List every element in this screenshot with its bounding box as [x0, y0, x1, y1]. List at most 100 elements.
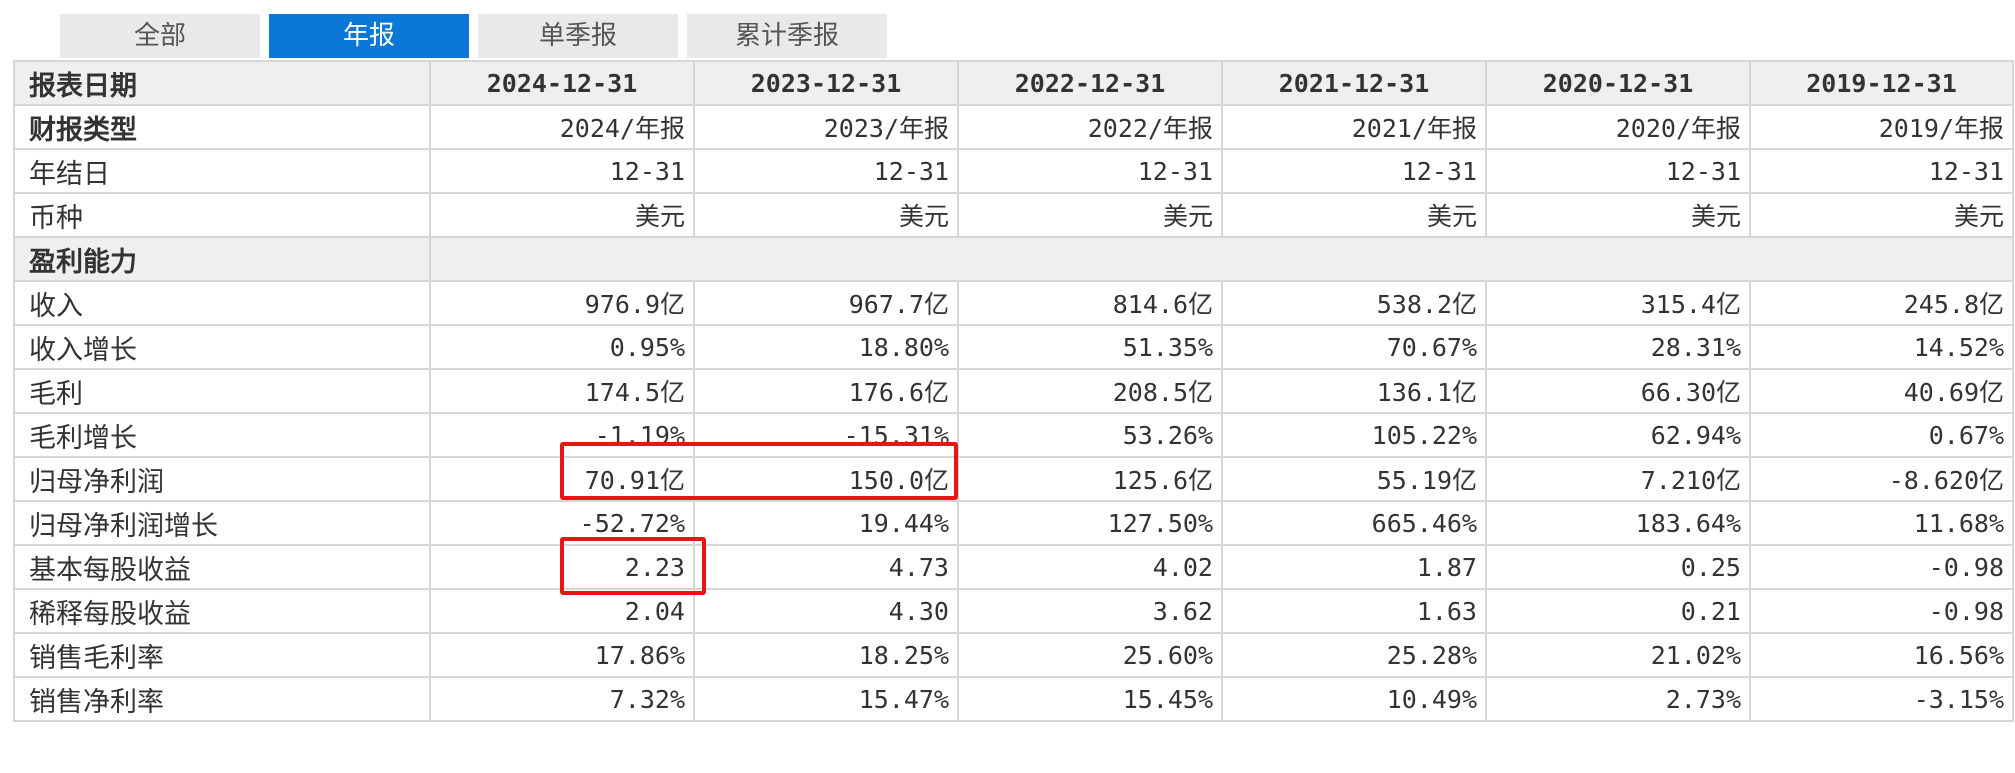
value-cell: 2023/年报 — [693, 104, 959, 150]
value-cell: 美元 — [957, 192, 1223, 238]
header-date: 2019-12-31 — [1749, 60, 2014, 106]
value-cell: -0.98 — [1749, 588, 2014, 634]
info-row: 财报类型 2024/年报 2023/年报 2022/年报 2021/年报 2020/年报 2… — [13, 104, 2014, 150]
value-cell: 4.02 — [957, 544, 1223, 590]
value-cell: -52.72% — [429, 500, 695, 546]
value-cell: -8.620亿 — [1749, 456, 2014, 502]
value-cell: 25.28% — [1221, 632, 1487, 678]
row-label: 销售毛利率 — [13, 632, 431, 678]
table-row: 基本每股收益 2.23 4.73 4.02 1.87 0.25 -0.98 — [13, 544, 2014, 590]
value-cell: 150.0亿 — [693, 456, 959, 502]
value-cell: 0.95% — [429, 324, 695, 370]
value-cell: 12-31 — [957, 148, 1223, 194]
value-cell: 136.1亿 — [1221, 368, 1487, 414]
row-label: 归母净利润增长 — [13, 500, 431, 546]
value-cell: 967.7亿 — [693, 280, 959, 326]
financial-table: 报表日期 2024-12-31 2023-12-31 2022-12-31 20… — [13, 60, 2014, 722]
value-cell: 40.69亿 — [1749, 368, 2014, 414]
value-cell: 66.30亿 — [1485, 368, 1751, 414]
value-cell: 2022/年报 — [957, 104, 1223, 150]
value-cell: 245.8亿 — [1749, 280, 2014, 326]
value-cell: 19.44% — [693, 500, 959, 546]
header-date: 2020-12-31 — [1485, 60, 1751, 106]
row-label: 财报类型 — [13, 104, 431, 150]
value-cell: 14.52% — [1749, 324, 2014, 370]
tab-all[interactable]: 全部 — [60, 14, 260, 58]
header-date: 2022-12-31 — [957, 60, 1223, 106]
value-cell: 7.32% — [429, 676, 695, 722]
value-cell: 美元 — [429, 192, 695, 238]
value-cell: 12-31 — [1221, 148, 1487, 194]
row-label: 基本每股收益 — [13, 544, 431, 590]
value-cell: 174.5亿 — [429, 368, 695, 414]
header-date: 2024-12-31 — [429, 60, 695, 106]
value-cell: 2019/年报 — [1749, 104, 2014, 150]
header-date: 2021-12-31 — [1221, 60, 1487, 106]
table-row: 稀释每股收益 2.04 4.30 3.62 1.63 0.21 -0.98 — [13, 588, 2014, 634]
tab-cumulative-quarter[interactable]: 累计季报 — [687, 14, 887, 58]
value-cell: 125.6亿 — [957, 456, 1223, 502]
value-cell: 1.87 — [1221, 544, 1487, 590]
value-cell: 美元 — [1221, 192, 1487, 238]
value-cell: 51.35% — [957, 324, 1223, 370]
value-cell: 28.31% — [1485, 324, 1751, 370]
table-row: 销售净利率 7.32% 15.47% 15.45% 10.49% 2.73% -3.15% — [13, 676, 2014, 722]
value-cell: 53.26% — [957, 412, 1223, 458]
value-cell: 12-31 — [1485, 148, 1751, 194]
table-row: 销售毛利率 17.86% 18.25% 25.60% 25.28% 21.02% 16.56… — [13, 632, 2014, 678]
section-filler — [429, 236, 2014, 282]
value-cell: 15.45% — [957, 676, 1223, 722]
value-cell: 12-31 — [1749, 148, 2014, 194]
value-cell: 2020/年报 — [1485, 104, 1751, 150]
value-cell: -3.15% — [1749, 676, 2014, 722]
value-cell: 665.46% — [1221, 500, 1487, 546]
value-cell: 4.30 — [693, 588, 959, 634]
value-cell: 127.50% — [957, 500, 1223, 546]
tab-annual[interactable]: 年报 — [269, 14, 469, 58]
info-row: 年结日 12-31 12-31 12-31 12-31 12-31 12-31 — [13, 148, 2014, 194]
value-cell: 1.63 — [1221, 588, 1487, 634]
value-cell: 976.9亿 — [429, 280, 695, 326]
value-cell: 21.02% — [1485, 632, 1751, 678]
row-label: 年结日 — [13, 148, 431, 194]
row-label: 收入 — [13, 280, 431, 326]
value-cell: 70.67% — [1221, 324, 1487, 370]
value-cell: 55.19亿 — [1221, 456, 1487, 502]
table-row: 收入 976.9亿 967.7亿 814.6亿 538.2亿 315.4亿 245.8亿 — [13, 280, 2014, 326]
value-cell: 176.6亿 — [693, 368, 959, 414]
value-cell: 17.86% — [429, 632, 695, 678]
table-row: 毛利 174.5亿 176.6亿 208.5亿 136.1亿 66.30亿 40.69亿 — [13, 368, 2014, 414]
value-cell: 4.73 — [693, 544, 959, 590]
value-cell: 18.80% — [693, 324, 959, 370]
table-row: 收入增长 0.95% 18.80% 51.35% 70.67% 28.31% 14.52% — [13, 324, 2014, 370]
header-date: 2023-12-31 — [693, 60, 959, 106]
row-label: 销售净利率 — [13, 676, 431, 722]
value-cell: 105.22% — [1221, 412, 1487, 458]
value-cell: 美元 — [693, 192, 959, 238]
value-cell: 2024/年报 — [429, 104, 695, 150]
value-cell: 10.49% — [1221, 676, 1487, 722]
section-row: 盈利能力 — [13, 236, 2014, 282]
value-cell: 11.68% — [1749, 500, 2014, 546]
row-label: 毛利 — [13, 368, 431, 414]
value-cell: 315.4亿 — [1485, 280, 1751, 326]
tab-single-quarter[interactable]: 单季报 — [478, 14, 678, 58]
row-label: 毛利增长 — [13, 412, 431, 458]
value-cell: -1.19% — [429, 412, 695, 458]
value-cell: 25.60% — [957, 632, 1223, 678]
value-cell: 16.56% — [1749, 632, 2014, 678]
value-cell: 70.91亿 — [429, 456, 695, 502]
value-cell: 12-31 — [693, 148, 959, 194]
section-title: 盈利能力 — [13, 236, 431, 282]
value-cell: 18.25% — [693, 632, 959, 678]
value-cell: 7.210亿 — [1485, 456, 1751, 502]
table-row: 归母净利润 70.91亿 150.0亿 125.6亿 55.19亿 7.210亿 -8.62… — [13, 456, 2014, 502]
value-cell: 2.04 — [429, 588, 695, 634]
value-cell: 183.64% — [1485, 500, 1751, 546]
header-row: 报表日期 2024-12-31 2023-12-31 2022-12-31 20… — [13, 60, 2014, 106]
value-cell: -15.31% — [693, 412, 959, 458]
value-cell: 0.21 — [1485, 588, 1751, 634]
value-cell: 美元 — [1485, 192, 1751, 238]
value-cell: 814.6亿 — [957, 280, 1223, 326]
value-cell: 2.73% — [1485, 676, 1751, 722]
